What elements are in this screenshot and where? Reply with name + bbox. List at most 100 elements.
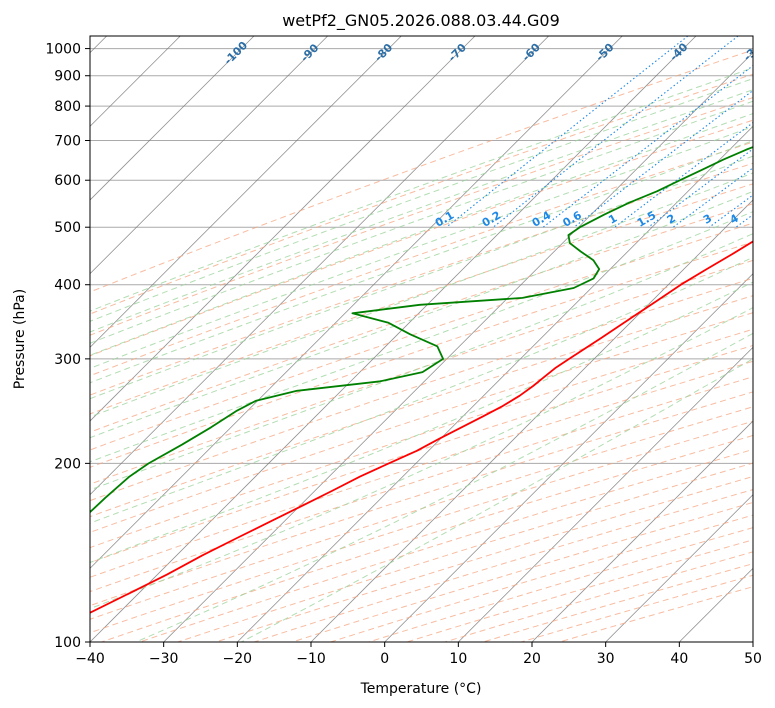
dry-adiabat-line	[521, 574, 753, 642]
dry-adiabat-line	[90, 344, 753, 564]
line-labels: 0.10.20.40.611.52346810131620253036-100-…	[222, 39, 775, 230]
x-tick-label: 0	[380, 651, 389, 667]
dry-adiabat-line	[368, 527, 753, 642]
dry-adiabat-label: -90	[298, 41, 321, 64]
mixing-ratio-line	[672, 167, 753, 228]
dry-adiabat-line	[90, 203, 753, 433]
isotherm-line	[531, 420, 753, 642]
y-axis: 100 200 300 400 500 600 700 800 900 1000	[45, 42, 90, 651]
y-tick-label: 100	[54, 635, 81, 651]
plot-area: 0.10.20.40.611.52346810131620253036-100-…	[90, 36, 775, 642]
x-tick-label: −40	[75, 651, 105, 667]
moist-adiabat-label: 0	[765, 197, 775, 212]
dry-adiabat-line	[90, 183, 753, 415]
isotherm-line	[90, 36, 697, 642]
isotherm-line	[752, 641, 753, 642]
dry-adiabat-line	[90, 360, 753, 578]
dewpoint-line	[90, 146, 753, 514]
x-tick-label: 40	[670, 651, 688, 667]
dry-adiabat-line	[90, 141, 753, 377]
mixing-ratio-label: 1.5	[635, 209, 658, 230]
isotherm-grid	[90, 36, 753, 642]
moist-adiabat-line	[90, 211, 753, 463]
moist-adiabats	[90, 67, 753, 642]
dry-adiabat-line	[90, 97, 753, 336]
moist-adiabat-line	[90, 126, 753, 369]
y-tick-label: 600	[54, 173, 81, 189]
x-tick-label: −20	[223, 651, 253, 667]
dry-adiabat-label: -50	[593, 41, 616, 64]
dry-adiabat-line	[90, 312, 753, 533]
dry-adiabat-line	[90, 391, 753, 607]
isotherm-line	[237, 125, 753, 642]
moist-adiabat-line	[135, 332, 753, 642]
isotherm-line	[605, 494, 753, 642]
dry-adiabat-label: -60	[520, 41, 543, 64]
isotherm-line	[384, 273, 753, 642]
y-tick-label: 900	[54, 69, 81, 85]
dry-adiabat-line	[90, 49, 753, 293]
isotherm-line	[90, 36, 623, 569]
mixing-ratio-lines	[445, 36, 753, 228]
y-tick-label: 400	[54, 278, 81, 294]
temperature-line	[90, 240, 753, 614]
isotherm-line	[90, 36, 255, 201]
moist-adiabat-line	[90, 307, 753, 610]
moist-adiabat-line	[241, 358, 753, 642]
x-tick-label: 10	[449, 651, 467, 667]
isotherm-line	[90, 36, 328, 275]
moist-adiabat-line	[90, 172, 753, 418]
dry-adiabat-line	[90, 73, 753, 315]
dry-adiabat-line	[90, 222, 753, 451]
mixing-ratio-label: 2	[665, 212, 678, 227]
dry-adiabat-label: -80	[372, 41, 395, 64]
moist-adiabat-line	[90, 140, 753, 384]
mixing-ratio-label: 0.1	[433, 209, 456, 230]
isotherm-line	[458, 346, 753, 642]
dry-adiabat-line	[177, 462, 753, 642]
dry-adiabat-line	[90, 119, 753, 357]
x-tick-label: 30	[597, 651, 615, 667]
y-tick-label: 800	[54, 99, 81, 115]
isotherm-line	[90, 36, 549, 496]
moist-adiabat-line	[90, 100, 753, 344]
dry-adiabat-line	[90, 328, 753, 549]
y-tick-label: 1000	[45, 42, 81, 58]
dry-adiabat-line	[292, 501, 753, 642]
dry-adiabats	[90, 49, 753, 642]
mixing-ratio-line	[573, 89, 753, 228]
moist-adiabat-line	[90, 89, 753, 333]
y-tick-label: 200	[54, 456, 81, 472]
dry-adiabat-line	[90, 406, 753, 620]
moist-adiabat-line	[90, 67, 753, 312]
dry-adiabat-label: -40	[667, 40, 690, 63]
isobar-grid	[90, 48, 753, 642]
x-axis-label: Temperature (°C)	[360, 681, 482, 697]
x-tick-label: −10	[296, 651, 326, 667]
chart-title: wetPf2_GN05.2026.088.03.44.G09	[282, 11, 560, 31]
x-axis: −40 −30 −20 −10 0 10 20 30 40 50	[75, 642, 762, 667]
dry-adiabat-line	[90, 295, 753, 518]
moist-adiabat-line	[90, 281, 753, 563]
y-tick-label: 300	[54, 352, 81, 368]
mixing-ratio-line	[492, 36, 739, 228]
moist-adiabat-line	[90, 190, 753, 439]
isotherm-line	[163, 52, 753, 642]
dry-adiabat-line	[330, 514, 753, 642]
x-tick-label: 50	[744, 651, 762, 667]
x-tick-label: −30	[149, 651, 179, 667]
dry-adiabat-line	[444, 551, 753, 642]
dry-adiabat-label: -70	[446, 41, 469, 64]
mixing-ratio-label: 0.4	[530, 209, 554, 230]
plot-frame	[89, 35, 754, 643]
mixing-ratio-label: 6	[766, 211, 775, 226]
mixing-ratio-line	[735, 214, 753, 228]
moist-adiabat-line	[90, 112, 753, 356]
moist-adiabat-line	[90, 256, 753, 524]
y-tick-label: 700	[54, 133, 81, 149]
isotherm-line	[679, 567, 753, 642]
mixing-ratio-line	[542, 64, 753, 228]
dry-adiabat-line	[90, 162, 753, 396]
mixing-ratio-line	[445, 36, 689, 228]
dry-adiabat-label: -100	[222, 39, 251, 68]
